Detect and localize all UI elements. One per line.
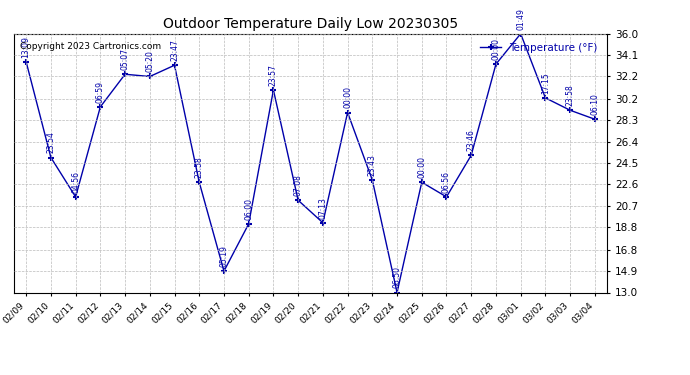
- Text: 05:20: 05:20: [146, 51, 155, 72]
- Temperature (°F): [244, 222, 253, 226]
- Text: 07:13: 07:13: [318, 197, 327, 219]
- Text: 06:59: 06:59: [96, 81, 105, 103]
- Temperature (°F): [195, 180, 204, 184]
- Text: 00:00: 00:00: [343, 86, 352, 108]
- Text: 04:56: 04:56: [71, 171, 80, 193]
- Text: 00:00: 00:00: [491, 38, 500, 60]
- Temperature (°F): [417, 180, 426, 184]
- Text: 23:54: 23:54: [46, 132, 55, 153]
- Text: 23:58: 23:58: [195, 156, 204, 178]
- Temperature (°F): [591, 117, 599, 122]
- Temperature (°F): [517, 32, 525, 36]
- Text: 06:00: 06:00: [244, 198, 253, 220]
- Temperature (°F): [294, 198, 302, 202]
- Temperature (°F): [220, 269, 228, 273]
- Text: 05:07: 05:07: [121, 48, 130, 70]
- Text: 06:10: 06:10: [591, 93, 600, 115]
- Text: 23:47: 23:47: [170, 39, 179, 61]
- Text: 17:15: 17:15: [541, 72, 550, 94]
- Legend: Temperature (°F): Temperature (°F): [476, 39, 602, 57]
- Text: 23:46: 23:46: [466, 129, 475, 151]
- Text: 01:49: 01:49: [516, 8, 525, 30]
- Text: 23:43: 23:43: [368, 154, 377, 176]
- Temperature (°F): [121, 72, 129, 76]
- Temperature (°F): [72, 195, 80, 199]
- Temperature (°F): [492, 62, 500, 66]
- Temperature (°F): [393, 290, 401, 295]
- Temperature (°F): [368, 178, 377, 182]
- Text: 06:56: 06:56: [442, 171, 451, 193]
- Text: 06:50: 06:50: [393, 266, 402, 288]
- Temperature (°F): [170, 63, 179, 68]
- Text: 05:19: 05:19: [219, 245, 228, 267]
- Temperature (°F): [467, 153, 475, 158]
- Temperature (°F): [22, 60, 30, 64]
- Text: 00:00: 00:00: [417, 156, 426, 178]
- Text: 23:57: 23:57: [269, 64, 278, 86]
- Temperature (°F): [47, 155, 55, 160]
- Temperature (°F): [146, 74, 154, 79]
- Temperature (°F): [269, 88, 277, 92]
- Temperature (°F): [566, 108, 574, 112]
- Temperature (°F): [442, 195, 451, 199]
- Temperature (°F): [541, 96, 549, 100]
- Text: 07:08: 07:08: [294, 174, 303, 196]
- Line: Temperature (°F): Temperature (°F): [23, 30, 598, 296]
- Text: 23:58: 23:58: [566, 84, 575, 106]
- Temperature (°F): [96, 105, 104, 109]
- Title: Outdoor Temperature Daily Low 20230305: Outdoor Temperature Daily Low 20230305: [163, 17, 458, 31]
- Text: 13:09: 13:09: [21, 36, 30, 58]
- Temperature (°F): [344, 110, 352, 115]
- Temperature (°F): [319, 220, 327, 225]
- Text: Copyright 2023 Cartronics.com: Copyright 2023 Cartronics.com: [20, 42, 161, 51]
